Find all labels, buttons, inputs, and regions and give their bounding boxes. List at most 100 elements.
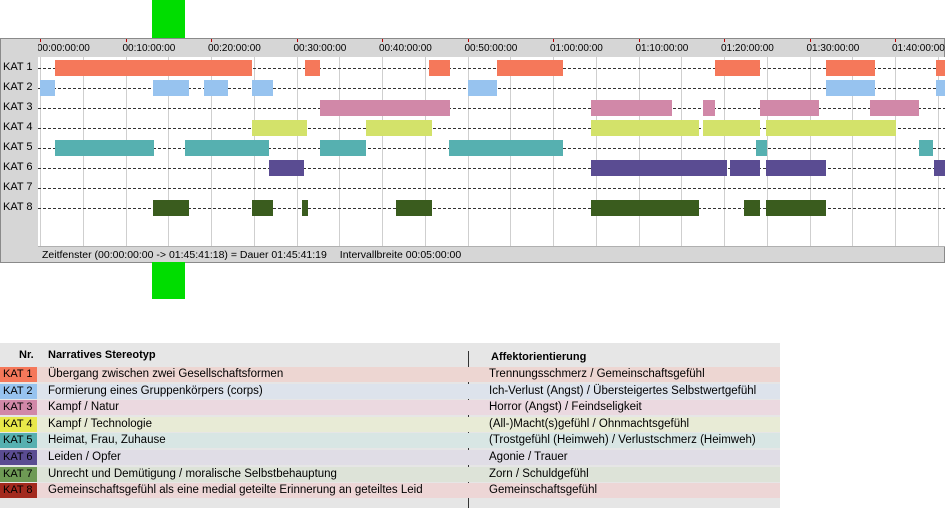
header-affect: Affektorientierung xyxy=(491,351,587,363)
time-axis: 00:00:00:00 00:10:00:00 00:20:00:00 00:30:0… xyxy=(38,39,945,57)
timeline-segment[interactable] xyxy=(590,160,727,176)
stereotype-text: Kampf / Technologie xyxy=(48,417,152,430)
timeline-segment[interactable] xyxy=(918,140,934,156)
timeline-segment[interactable] xyxy=(765,160,826,176)
grid-line xyxy=(766,57,768,246)
timeline-segment[interactable] xyxy=(429,60,450,76)
time-label: 01:00:00:00 xyxy=(550,43,603,54)
category-label: KAT 5 xyxy=(3,141,33,153)
timeline-segment[interactable] xyxy=(934,160,945,176)
category-label: KAT 7 xyxy=(3,181,33,193)
timeline-segment[interactable] xyxy=(252,120,307,136)
grid-line xyxy=(595,57,597,246)
timeline-segment[interactable] xyxy=(590,200,700,216)
time-tick xyxy=(467,39,469,42)
timeline-segment[interactable] xyxy=(204,80,229,96)
timeline-segment[interactable] xyxy=(365,120,432,136)
category-label: KAT 4 xyxy=(3,121,33,133)
grid-line xyxy=(724,57,725,246)
legend-row: KAT 2 Formierung eines Gruppenkörpers (co… xyxy=(0,383,780,399)
timeline-segment[interactable] xyxy=(703,100,715,116)
time-tick xyxy=(724,39,725,42)
timeline-segment[interactable] xyxy=(825,80,876,96)
timeline-segment[interactable] xyxy=(152,200,189,216)
time-label: 00:00:00:00 xyxy=(38,43,90,54)
category-label: KAT 1 xyxy=(3,61,33,73)
grid-line xyxy=(168,57,170,246)
legend-row: KAT 8 Gemeinschaftsgefühl als eine medial… xyxy=(0,483,780,499)
time-tick xyxy=(125,39,127,42)
category-label: KAT 2 xyxy=(3,81,33,93)
stereotype-text: Kampf / Natur xyxy=(48,401,119,414)
timeline-segment[interactable] xyxy=(759,100,819,116)
grid-line xyxy=(424,57,426,246)
timeline-segment[interactable] xyxy=(185,140,270,156)
category-label: KAT 3 xyxy=(3,101,33,113)
header-nr: Nr. xyxy=(19,349,34,361)
timeline-segment[interactable] xyxy=(590,100,672,116)
time-label: 01:20:00:00 xyxy=(721,43,774,54)
timeline-segment[interactable] xyxy=(40,80,56,96)
category-code: KAT 6 xyxy=(0,450,37,465)
time-label: 00:10:00:00 xyxy=(122,43,176,54)
timeline-segment[interactable] xyxy=(252,80,273,96)
timeline-segment[interactable] xyxy=(252,200,273,216)
legend-row: KAT 3 Kampf / Natur Horror (Angst) / Feind… xyxy=(0,400,780,416)
timeline-segment[interactable] xyxy=(765,200,826,216)
time-label: 00:30:00:00 xyxy=(293,43,347,54)
grid-line xyxy=(937,57,939,246)
category-code: KAT 4 xyxy=(0,416,37,432)
timeline-segment[interactable] xyxy=(936,80,945,96)
timeline-segment[interactable] xyxy=(497,60,564,76)
time-tick xyxy=(211,39,212,42)
time-label: 01:30:00:00 xyxy=(806,43,860,54)
time-label: 00:20:00:00 xyxy=(208,43,261,54)
category-code: KAT 8 xyxy=(0,483,37,499)
timeline-segment[interactable] xyxy=(714,60,760,76)
playhead-marker-top[interactable] xyxy=(152,0,185,38)
affect-text: Agonie / Trauer xyxy=(489,451,568,463)
timeline-segment[interactable] xyxy=(703,120,760,136)
row-baseline xyxy=(38,108,945,109)
timeline-segment[interactable] xyxy=(590,120,700,136)
affect-text: Zorn / Schuldgefühl xyxy=(489,467,589,480)
stereotype-text: Leiden / Opfer xyxy=(48,451,121,463)
stereotype-text: Unrecht und Demütigung / moralische Selb… xyxy=(48,467,337,480)
affect-text: Gemeinschaftsgefühl xyxy=(489,484,598,497)
timeline-segment[interactable] xyxy=(55,140,154,156)
legend-row: KAT 1 Übergang zwischen zwei Gesellschaft… xyxy=(0,367,780,382)
category-label: KAT 6 xyxy=(3,161,33,173)
row-baseline xyxy=(38,188,945,189)
timeline-segment[interactable] xyxy=(269,160,305,176)
stereotype-text: Gemeinschaftsgefühl als eine medial gete… xyxy=(48,484,423,497)
timeline-segment[interactable] xyxy=(765,120,896,136)
time-tick xyxy=(40,39,41,42)
time-label: 00:50:00:00 xyxy=(464,43,518,54)
category-code: KAT 3 xyxy=(0,400,37,416)
track-area[interactable] xyxy=(38,57,945,246)
timeline-segment[interactable] xyxy=(302,200,309,216)
timeline-segment[interactable] xyxy=(936,60,945,76)
legend-table: Nr. Narratives Stereotyp Affektorientier… xyxy=(0,343,780,508)
timeline-segment[interactable] xyxy=(320,140,366,156)
affect-text: Horror (Angst) / Feindseligkeit xyxy=(489,401,642,414)
stereotype-text: Formierung eines Gruppenkörpers (corps) xyxy=(48,384,263,397)
timeline-segment[interactable] xyxy=(55,60,253,76)
timeline-segment[interactable] xyxy=(395,200,432,216)
timeline-segment[interactable] xyxy=(825,60,876,76)
timeline-segment[interactable] xyxy=(756,140,767,156)
timeline-segment[interactable] xyxy=(305,60,321,76)
timeline-segment[interactable] xyxy=(152,80,189,96)
category-code: KAT 2 xyxy=(0,383,37,399)
timeline-segment[interactable] xyxy=(729,160,760,176)
timeline-segment[interactable] xyxy=(870,100,919,116)
affect-text: Ich-Verlust (Angst) / Übersteigertes Sel… xyxy=(489,384,757,397)
row-baseline xyxy=(38,68,945,69)
playhead-marker-bottom[interactable] xyxy=(152,262,185,299)
timeline-segment[interactable] xyxy=(743,200,760,216)
timeline-segment[interactable] xyxy=(467,80,498,96)
grid-line xyxy=(809,57,811,246)
timeline-segment[interactable] xyxy=(448,140,564,156)
timeline-segment[interactable] xyxy=(320,100,451,116)
category-label: KAT 8 xyxy=(3,201,33,213)
